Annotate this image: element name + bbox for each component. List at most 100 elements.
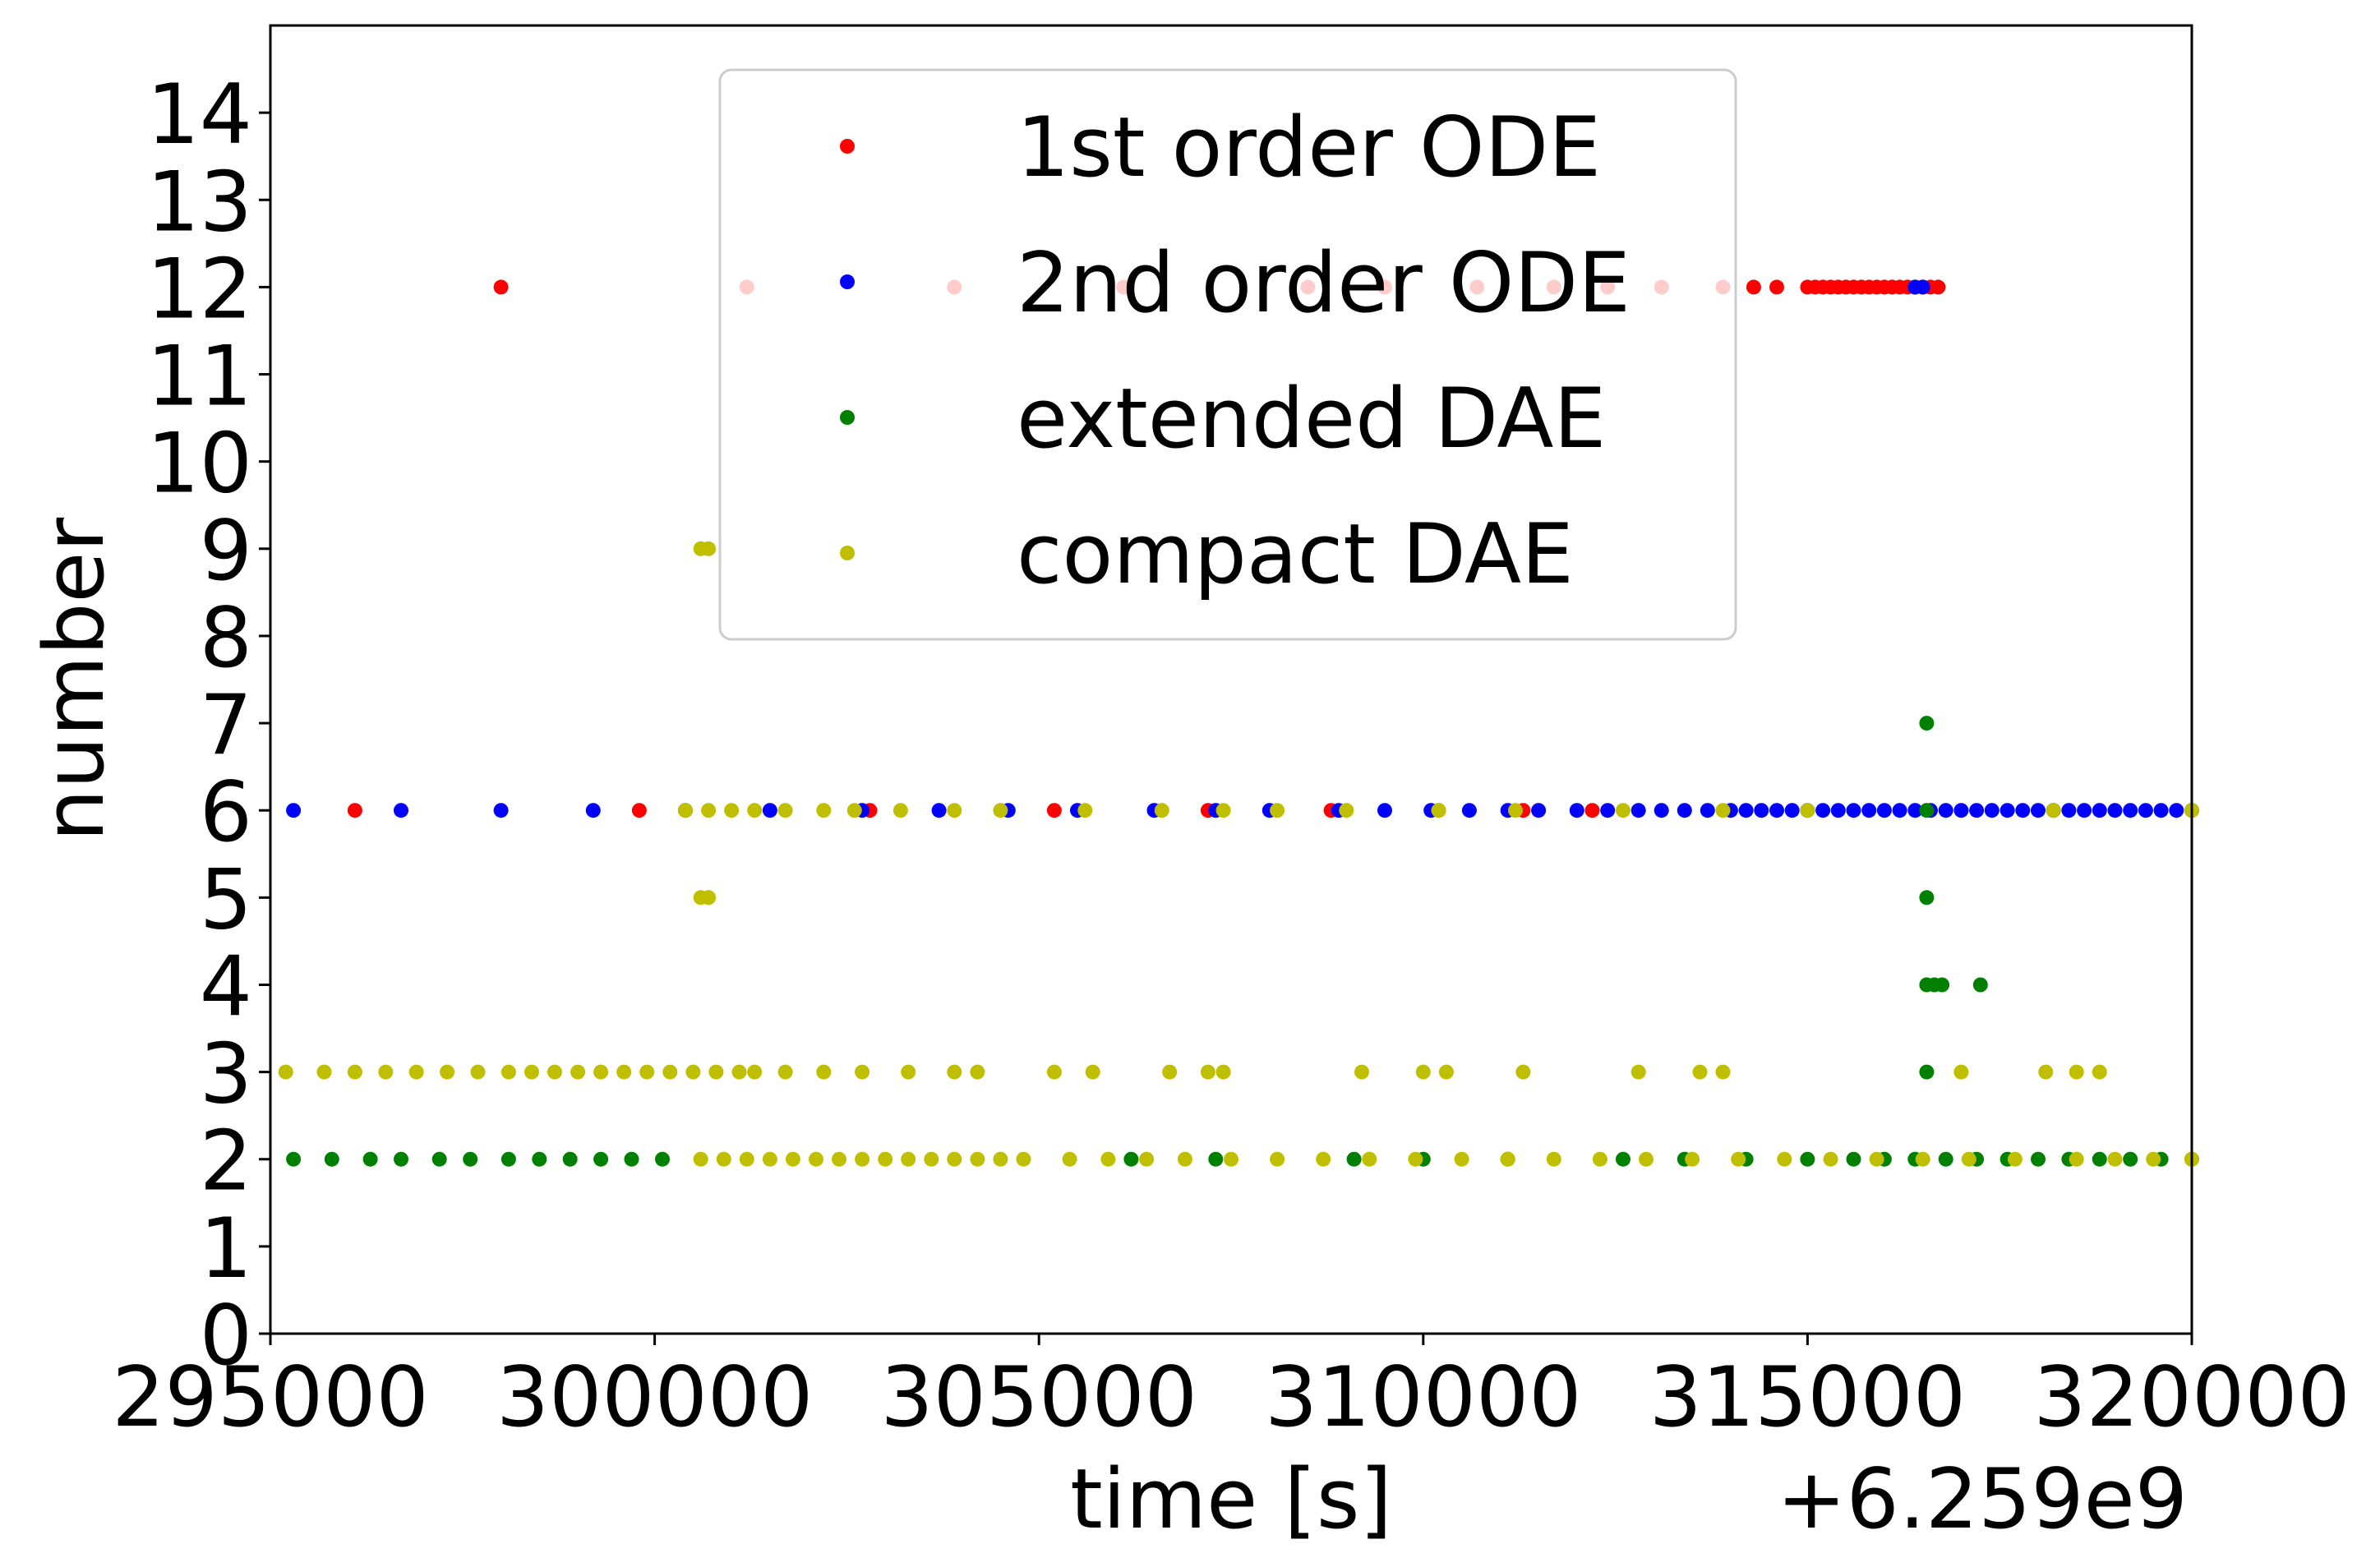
data-point — [878, 1151, 893, 1167]
data-point — [1354, 1064, 1369, 1080]
data-point — [2107, 803, 2123, 818]
data-point — [2123, 1151, 2138, 1167]
data-point — [532, 1151, 547, 1167]
x-tick-label: 295000 — [112, 1348, 429, 1445]
data-point — [731, 1064, 747, 1080]
data-point — [1919, 890, 1935, 906]
data-point — [1046, 1064, 1062, 1080]
series-2-points — [286, 279, 2199, 818]
data-point — [655, 1151, 670, 1167]
data-point — [593, 1151, 609, 1167]
data-point — [947, 803, 962, 818]
data-point — [993, 1151, 1008, 1167]
data-point — [1830, 803, 1846, 818]
data-point — [1616, 803, 1630, 818]
x-tick-label: 310000 — [1265, 1348, 1582, 1445]
legend-marker — [840, 546, 855, 560]
legend-items: 1st order ODE 2nd order ODE extended DAE co… — [840, 99, 1630, 602]
data-point — [1139, 1151, 1155, 1167]
legend-label: compact DAE — [1017, 505, 1574, 602]
data-point — [585, 803, 601, 818]
data-point — [347, 1064, 362, 1080]
y-tick-label: 9 — [200, 502, 252, 599]
data-point — [1639, 1151, 1654, 1167]
data-point — [1876, 803, 1892, 818]
data-point — [362, 1151, 378, 1167]
data-point — [1362, 1151, 1377, 1167]
data-point — [500, 1151, 516, 1167]
data-point — [1919, 803, 1935, 818]
data-point — [1685, 1151, 1700, 1167]
data-point — [639, 1064, 655, 1080]
x-tick-label: 300000 — [496, 1348, 814, 1445]
data-point — [470, 1064, 486, 1080]
data-point — [1408, 1151, 1423, 1167]
data-point — [747, 803, 763, 818]
data-point — [739, 1151, 754, 1167]
data-point — [1177, 1151, 1192, 1167]
data-point — [1616, 1151, 1630, 1167]
data-point — [1100, 1151, 1116, 1167]
data-point — [1999, 803, 2015, 818]
data-point — [431, 1151, 447, 1167]
data-point — [1316, 1151, 1331, 1167]
data-point — [2038, 1064, 2054, 1080]
data-point — [500, 1064, 516, 1080]
legend-marker — [840, 274, 855, 289]
data-point — [1600, 803, 1616, 818]
data-point — [1938, 1151, 1953, 1167]
data-point — [816, 1064, 832, 1080]
data-point — [286, 1151, 302, 1167]
data-point — [1930, 279, 1946, 295]
data-point — [1500, 1151, 1515, 1167]
data-point — [378, 1064, 394, 1080]
data-point — [1861, 803, 1877, 818]
data-point — [1846, 1151, 1861, 1167]
data-point — [1919, 1064, 1935, 1080]
data-point — [855, 1151, 870, 1167]
data-point — [1062, 1151, 1077, 1167]
data-point — [970, 1064, 985, 1080]
data-point — [1431, 803, 1446, 818]
data-point — [777, 803, 793, 818]
data-point — [1938, 803, 1953, 818]
data-point — [2069, 1151, 2084, 1167]
data-point — [685, 1064, 701, 1080]
data-point — [716, 1151, 731, 1167]
data-point — [1769, 279, 1784, 295]
data-point — [278, 1064, 293, 1080]
data-point — [394, 1151, 408, 1167]
data-point — [2153, 803, 2169, 818]
series-4-points — [278, 541, 2199, 1167]
data-point — [1508, 803, 1523, 818]
data-point — [2092, 1064, 2107, 1080]
data-point — [1438, 1064, 1454, 1080]
data-point — [1700, 803, 1715, 818]
data-point — [1919, 716, 1935, 731]
data-point — [1800, 1151, 1815, 1167]
data-points — [278, 279, 2199, 1167]
data-point — [1630, 1064, 1646, 1080]
data-point — [347, 803, 362, 818]
data-point — [970, 1151, 985, 1167]
data-point — [708, 1064, 724, 1080]
y-tick-label: 12 — [146, 240, 252, 337]
data-point — [1754, 803, 1769, 818]
data-point — [1415, 1064, 1431, 1080]
y-tick-label: 13 — [146, 153, 252, 250]
data-point — [1654, 803, 1669, 818]
data-point — [1784, 803, 1800, 818]
data-point — [777, 1064, 793, 1080]
data-point — [1815, 803, 1831, 818]
data-point — [1584, 803, 1600, 818]
data-point — [1346, 1151, 1362, 1167]
data-point — [524, 1064, 539, 1080]
data-point — [1677, 803, 1692, 818]
data-point — [2031, 803, 2046, 818]
data-point — [1715, 1064, 1731, 1080]
data-point — [1592, 1151, 1607, 1167]
y-tick-label: 14 — [146, 66, 252, 163]
data-point — [1569, 803, 1584, 818]
data-point — [547, 1064, 562, 1080]
